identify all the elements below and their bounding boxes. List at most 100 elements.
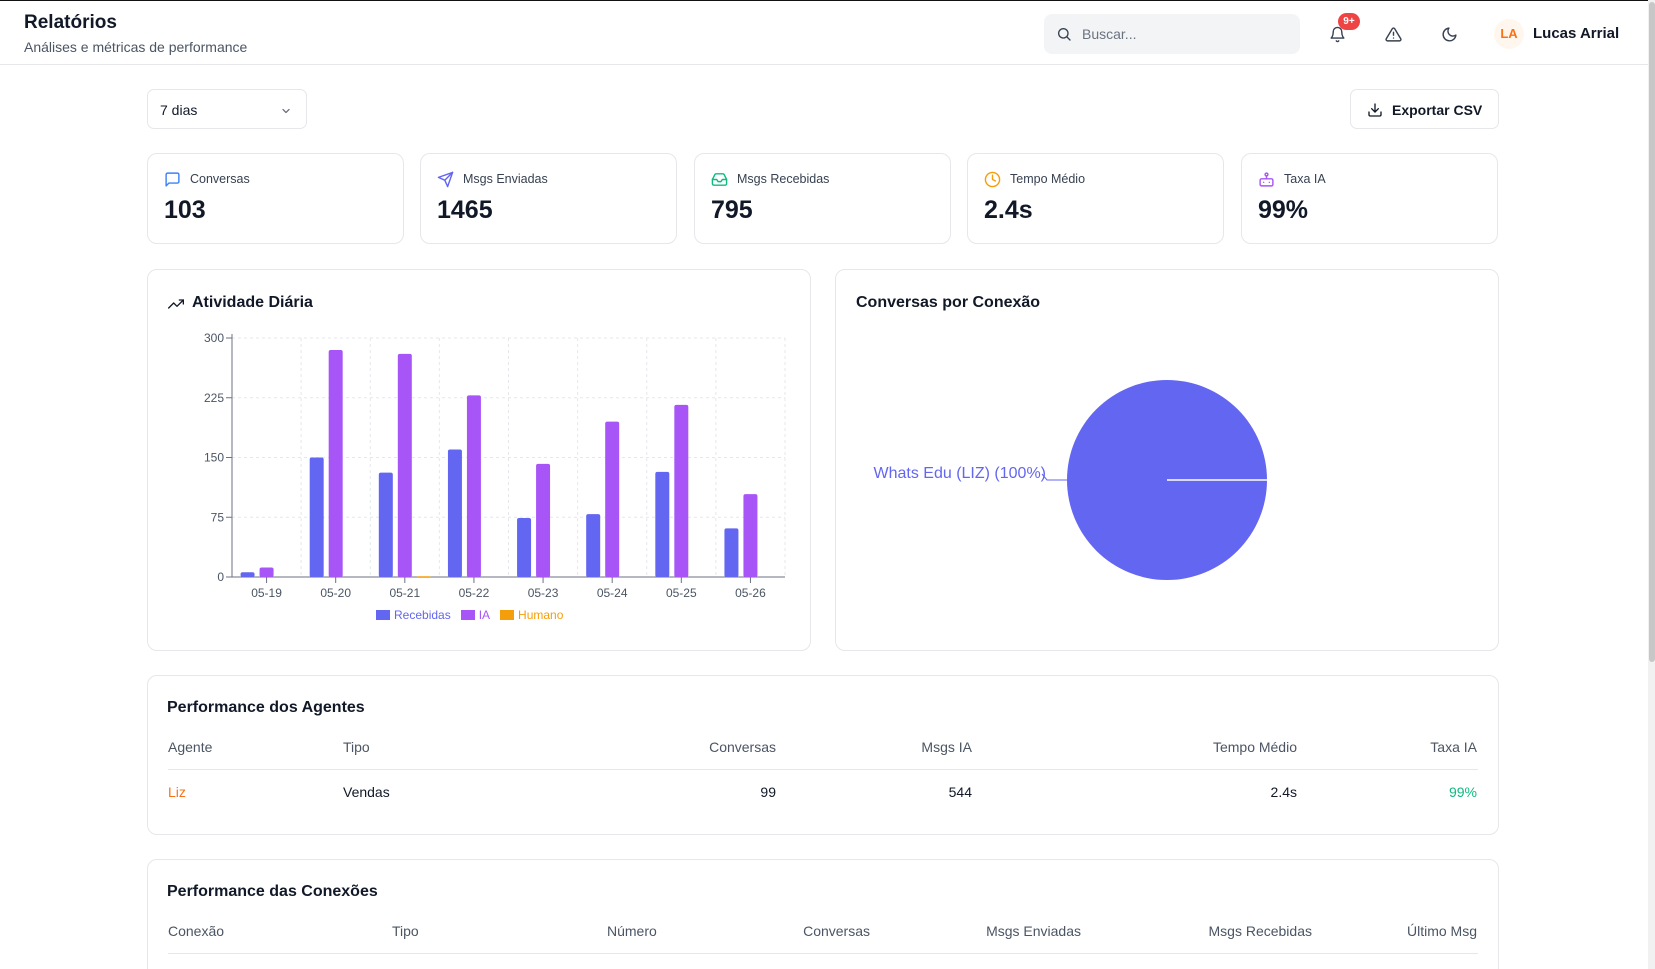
search-input[interactable]: [1082, 14, 1292, 54]
theme-toggle-button[interactable]: [1435, 20, 1463, 48]
connections-performance-panel: [147, 859, 1499, 969]
legend-label: Recebidas: [394, 608, 451, 622]
bot-icon: [1259, 172, 1274, 187]
stat-card-received-messages: Msgs Recebidas 795: [694, 153, 951, 244]
daily-activity-title: Atividade Diária: [192, 294, 313, 311]
bar-ia: [397, 353, 412, 577]
bar-ia: [605, 421, 620, 577]
bar-ia: [466, 395, 481, 577]
x-tick-label: 05-22: [459, 586, 490, 600]
column-header[interactable]: Tipo: [343, 739, 370, 755]
page-title: Relatórios: [24, 12, 117, 33]
stat-value: 103: [164, 196, 206, 224]
legend-swatch: [376, 610, 390, 620]
notification-badge: 9+: [1338, 13, 1360, 30]
pie-label-line: [1041, 473, 1067, 481]
inbox-icon: [711, 173, 728, 186]
stat-label: Taxa IA: [1284, 172, 1326, 186]
column-header[interactable]: Msgs Enviadas: [986, 923, 1081, 939]
bar-recebidas: [517, 518, 532, 577]
agent-name[interactable]: Liz: [168, 784, 186, 800]
column-header[interactable]: Agente: [168, 739, 213, 755]
agents-performance-panel: [147, 675, 1499, 835]
clock-icon: [984, 171, 1001, 188]
x-tick-label: 05-19: [251, 586, 282, 600]
bar-humano: [416, 576, 431, 577]
stat-card-ai-rate: Taxa IA 99%: [1241, 153, 1498, 244]
export-csv-label: Exportar CSV: [1392, 102, 1483, 118]
bar-ia: [743, 494, 758, 577]
bar-recebidas: [586, 514, 601, 577]
legend-label: IA: [478, 608, 491, 622]
notifications-button[interactable]: [1323, 20, 1351, 48]
agents-table-title: Performance dos Agentes: [167, 699, 365, 716]
x-tick-label: 05-20: [320, 586, 351, 600]
bar-ia: [536, 463, 551, 577]
column-header[interactable]: Conexão: [168, 923, 225, 939]
legend-item[interactable]: IA: [460, 608, 491, 622]
bar-recebidas: [240, 572, 255, 577]
column-header[interactable]: Conversas: [803, 923, 870, 939]
bar-recebidas: [724, 528, 739, 577]
table-divider: [168, 953, 1478, 954]
download-icon: [1368, 103, 1382, 117]
stat-card-average-time: Tempo Médio 2.4s: [967, 153, 1224, 244]
column-header[interactable]: Conversas: [709, 739, 776, 755]
message-square-icon: [165, 172, 180, 187]
table-divider: [168, 769, 1478, 770]
bar-recebidas: [309, 457, 324, 577]
x-tick-label: 05-23: [528, 586, 559, 600]
column-header[interactable]: Msgs IA: [921, 739, 972, 755]
stat-value: 2.4s: [984, 196, 1033, 224]
chevron-down-icon: [282, 108, 290, 114]
stat-card-sent-messages: Msgs Enviadas 1465: [420, 153, 677, 244]
legend-swatch: [500, 610, 515, 620]
legend-item[interactable]: Recebidas: [376, 608, 451, 622]
stat-label: Msgs Enviadas: [463, 172, 548, 186]
legend-swatch: [460, 610, 475, 620]
agent-type: Vendas: [343, 784, 390, 800]
stat-label: Msgs Recebidas: [737, 172, 830, 186]
column-header[interactable]: Taxa IA: [1430, 739, 1477, 755]
stat-label: Conversas: [190, 172, 250, 186]
legend-item[interactable]: Humano: [500, 608, 563, 622]
column-header[interactable]: Tempo Médio: [1212, 739, 1297, 755]
user-name[interactable]: Lucas Arrial: [1533, 25, 1620, 42]
warning-triangle-icon: [1384, 26, 1402, 42]
column-header[interactable]: Número: [607, 923, 657, 939]
chart-legend: Recebidas IA Humano: [376, 608, 563, 622]
trending-up-icon: [168, 299, 184, 309]
y-tick-label: 225: [204, 391, 224, 405]
bar-recebidas: [655, 471, 670, 577]
y-tick-label: 150: [204, 451, 224, 465]
alerts-button[interactable]: [1379, 20, 1407, 48]
x-tick-label: 05-26: [735, 586, 766, 600]
x-tick-label: 05-21: [389, 586, 420, 600]
period-select[interactable]: 7 dias: [147, 89, 307, 129]
column-header[interactable]: Último Msg: [1406, 923, 1477, 939]
column-header[interactable]: Msgs Recebidas: [1208, 923, 1313, 939]
moon-icon: [1442, 26, 1457, 41]
stat-card-conversations: Conversas 103: [147, 153, 404, 244]
agent-average-time: 2.4s: [1270, 784, 1297, 800]
bar-recebidas: [378, 472, 393, 577]
page-scrollbar[interactable]: [1648, 0, 1655, 969]
agent-ai-messages: 544: [948, 784, 972, 800]
scrollbar-thumb[interactable]: [1649, 2, 1655, 662]
y-tick-label: 0: [217, 570, 224, 584]
connections-table-title: Performance das Conexões: [167, 883, 378, 900]
stat-value: 99%: [1258, 196, 1309, 224]
export-csv-button[interactable]: Exportar CSV: [1350, 89, 1499, 129]
stat-value: 795: [711, 196, 753, 224]
search-icon: [1058, 28, 1071, 41]
bell-icon: [1329, 26, 1345, 42]
period-select-value: 7 dias: [160, 102, 198, 118]
x-tick-label: 05-25: [666, 586, 697, 600]
stat-label: Tempo Médio: [1010, 172, 1086, 186]
avatar[interactable]: LA: [1494, 19, 1524, 49]
column-header[interactable]: Tipo: [392, 923, 419, 939]
send-icon: [437, 171, 454, 188]
search-box[interactable]: [1044, 14, 1300, 54]
